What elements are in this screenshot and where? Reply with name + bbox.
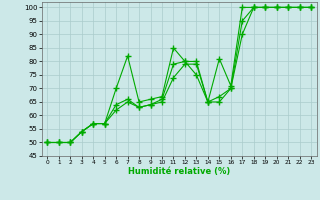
X-axis label: Humidité relative (%): Humidité relative (%) (128, 167, 230, 176)
